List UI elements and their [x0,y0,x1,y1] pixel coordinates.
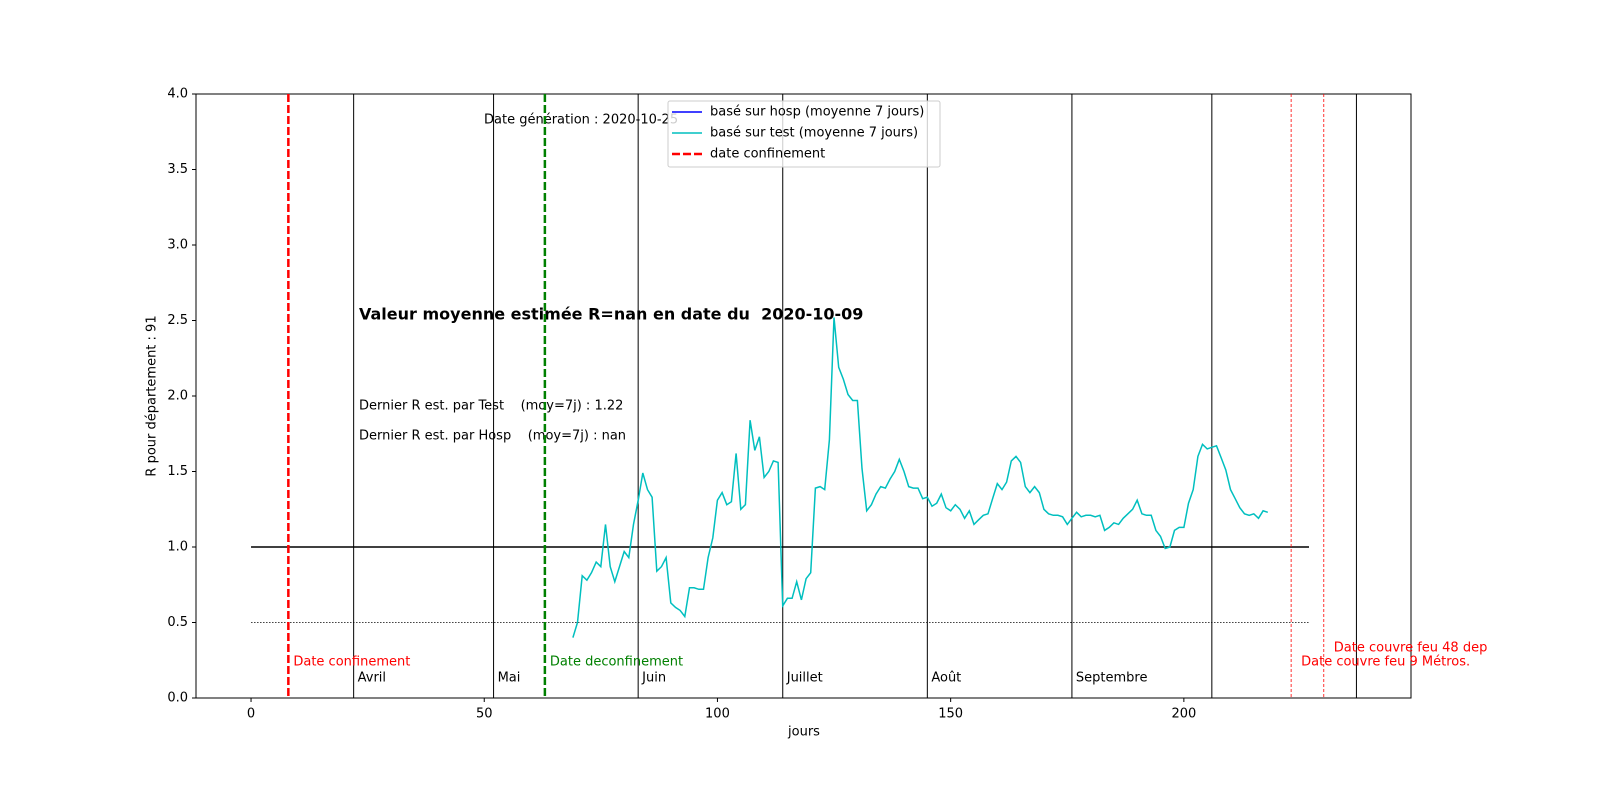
plot-frame [195,93,1412,699]
event-label: Date confinement [293,655,410,670]
y-tick-label: 1.5 [167,464,188,479]
generation-date: Date génération : 2020-10-25 [484,113,678,128]
legend-label: basé sur test (moyenne 7 jours) [710,126,918,141]
last-r-hosp: Dernier R est. par Hosp (moy=7j) : nan [359,429,626,444]
x-tick-label: 50 [476,707,493,722]
event-label: Date couvre feu 48 dep [1334,641,1488,656]
y-axis-label: R pour département : 91 [145,315,160,476]
y-tick-label: 0.5 [167,615,188,630]
month-label: Août [931,671,961,686]
y-tick-label: 3.0 [167,238,188,253]
month-label: Mai [498,671,521,686]
month-label: Juin [641,671,666,686]
x-tick-label: 100 [705,707,730,722]
series-line [572,317,1269,638]
x-axis-label: jours [787,725,820,740]
x-tick-label: 200 [1171,707,1196,722]
month-label: Avril [358,671,386,686]
legend-box [667,100,941,168]
month-label: Septembre [1076,671,1148,686]
y-tick-label: 1.0 [167,540,188,555]
y-tick-label: 0.0 [167,691,188,706]
event-label: Date deconfinement [550,655,683,670]
headline: Valeur moyenne estimée R=nan en date du … [359,305,863,324]
legend-label: basé sur hosp (moyenne 7 jours) [710,105,924,120]
y-tick-label: 4.0 [167,87,188,102]
last-r-test: Dernier R est. par Test (moy=7j) : 1.22 [359,399,623,414]
month-label: Juillet [786,671,823,686]
legend-label: date confinement [710,147,825,162]
y-tick-label: 2.0 [167,389,188,404]
y-tick-label: 3.5 [167,162,188,177]
x-tick-label: 0 [247,707,255,722]
y-tick-label: 2.5 [167,313,188,328]
x-tick-label: 150 [938,707,963,722]
event-label: Date couvre feu 9 Métros. [1301,655,1470,670]
